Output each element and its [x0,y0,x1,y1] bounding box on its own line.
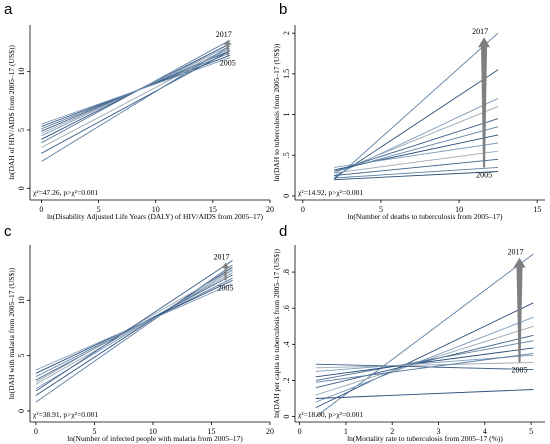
x-tick-label: 15 [533,205,541,214]
x-tick-label: 0 [34,427,38,436]
time-arrow [221,262,230,281]
panel-label: a [4,1,13,18]
x-tick-label: 20 [266,427,274,436]
series-line [315,363,534,371]
year-end-label: 2017 [472,27,488,36]
x-tick-label: 4 [483,427,487,436]
y-tick-label: 5 [17,128,26,132]
x-tick-label: 15 [209,205,217,214]
year-start-label: 2005 [512,365,528,374]
y-tick-label: 2 [282,31,291,35]
y-tick-label: .8 [282,269,291,275]
series-line [35,283,233,371]
y-tick-label: 0 [282,194,291,198]
y-tick-label: 5 [17,354,26,358]
y-tick-label: .4 [282,341,291,347]
chi-square-annotation: χ²=38.91, p>χ²=0.001 [33,410,98,419]
series-line [333,118,499,172]
series-line [334,166,499,179]
series-line [315,389,534,399]
x-axis-title: ln(Number of deaths to tuberculosis from… [348,212,503,221]
year-start-label: 2005 [476,170,492,179]
y-tick-label: 1.5 [282,69,291,79]
y-tick-label: .5 [282,152,291,158]
year-end-label: 2017 [508,248,524,257]
series-line [315,340,534,381]
year-start-label: 2005 [218,283,234,292]
series-line [334,158,499,177]
time-arrow [478,37,491,168]
x-tick-label: 15 [207,427,215,436]
x-tick-label: 5 [529,427,533,436]
y-tick-label: 0 [17,186,26,190]
x-tick-label: 2 [390,427,394,436]
series-line [333,69,499,179]
series-line [334,134,499,171]
series-line [334,150,499,174]
series-line [35,260,233,392]
series-line [41,57,231,125]
x-tick-label: 10 [455,205,463,214]
series-line [41,43,231,140]
y-tick-label: 10 [17,68,26,76]
chi-square-annotation: χ²=14.92, p>χ²=0.001 [298,188,363,197]
series-line [315,302,534,409]
series-line [35,264,233,403]
y-tick-label: .6 [282,305,291,311]
time-arrow [223,40,232,56]
x-tick-label: 5 [379,205,383,214]
time-arrow [513,257,526,363]
x-tick-label: 10 [149,427,157,436]
x-tick-label: 20 [266,205,274,214]
series-line [315,347,534,378]
x-tick-label: 1 [344,427,348,436]
chi-square-annotation: χ²=18.00, p>χ²=0.001 [298,410,363,419]
y-tick-label: 10 [17,296,26,304]
x-axis-title: ln(Disability Adjusted Life Years (DALY)… [47,212,264,221]
x-tick-label: 0 [301,205,305,214]
series-line [315,316,534,403]
series-line [315,352,534,383]
year-start-label: 2005 [220,58,236,67]
x-tick-label: 0 [298,427,302,436]
series-line [35,272,233,385]
series-line [35,277,233,378]
series-line [334,171,499,181]
series-line [334,142,499,168]
series-line [315,361,534,369]
y-axis-title: ln(DAH per capita to tuberculosis from 2… [272,249,281,418]
x-axis-title: ln(Number of infected people with malari… [67,434,243,443]
y-axis-title: ln(DAH with malaria from 2005–17 (US$)) [7,267,16,399]
x-tick-label: 10 [152,205,160,214]
x-tick-label: 5 [97,205,101,214]
series-line [315,334,534,389]
x-tick-label: 0 [39,205,43,214]
series-line [333,32,499,181]
panel-label: c [4,223,12,240]
chi-square-annotation: χ²=47.26, p>χ²=0.001 [33,188,98,197]
y-tick-label: .2 [282,377,291,383]
year-end-label: 2017 [214,253,230,262]
panel-b: b 0 5 10 15 0 .5 1 1.5 2 ln(Number of deaths to tu… [272,1,545,221]
y-axis-title: ln(DAH to tuberculosis from 2005–17 (US$… [272,43,281,181]
series-line [41,45,231,162]
x-tick-label: 3 [437,427,441,436]
series-line [315,253,534,417]
y-axis-title: ln(DAH of HIV/AIDS from 2005–17 (US$)) [7,45,16,180]
y-tick-label: 0 [17,409,26,413]
series-line [41,50,231,154]
x-tick-label: 5 [92,427,96,436]
year-end-label: 2017 [216,30,232,39]
series-line [333,105,499,174]
panel-d: d 0 1 2 3 4 5 0 .2 .4 .6 .8 ln(Mortality rate to tub… [272,223,545,443]
y-tick-label: 0 [282,415,291,419]
y-tick-label: 1 [282,113,291,117]
panel-label: d [279,223,287,240]
panel-label: b [279,1,287,18]
x-axis-title: ln(Mortality rate to tuberculosis from 2… [347,434,503,443]
